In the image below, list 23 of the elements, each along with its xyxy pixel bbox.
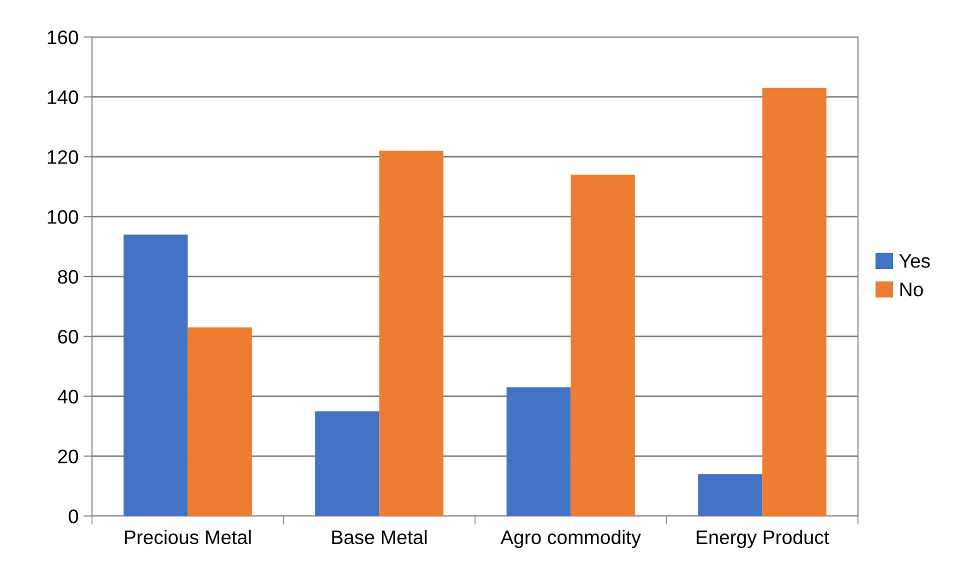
legend-label: No bbox=[900, 282, 923, 296]
x-tick-label: Energy Product bbox=[696, 530, 830, 548]
bar bbox=[315, 411, 380, 516]
x-tick-label: Base Metal bbox=[332, 530, 427, 544]
bar bbox=[762, 88, 826, 516]
y-tick-label: 40 bbox=[58, 390, 78, 404]
bar bbox=[698, 474, 762, 516]
x-tick-label: Precious Metal bbox=[125, 530, 251, 544]
bar bbox=[379, 150, 444, 516]
x-tick-label: Agro commodity bbox=[500, 530, 641, 548]
bar bbox=[124, 234, 188, 516]
y-tick-label: 20 bbox=[58, 450, 78, 464]
bar bbox=[188, 327, 252, 516]
y-tick-label: 160 bbox=[48, 30, 78, 44]
y-tick-label: 140 bbox=[48, 90, 78, 104]
legend-label: Yes bbox=[899, 254, 930, 268]
bar bbox=[506, 387, 571, 516]
y-tick-label: 0 bbox=[68, 509, 78, 524]
y-tick-label: 120 bbox=[48, 150, 78, 164]
bar bbox=[570, 174, 635, 516]
y-tick-label: 80 bbox=[58, 270, 78, 284]
y-tick-label: 100 bbox=[48, 210, 78, 224]
y-tick-label: 60 bbox=[58, 330, 78, 344]
